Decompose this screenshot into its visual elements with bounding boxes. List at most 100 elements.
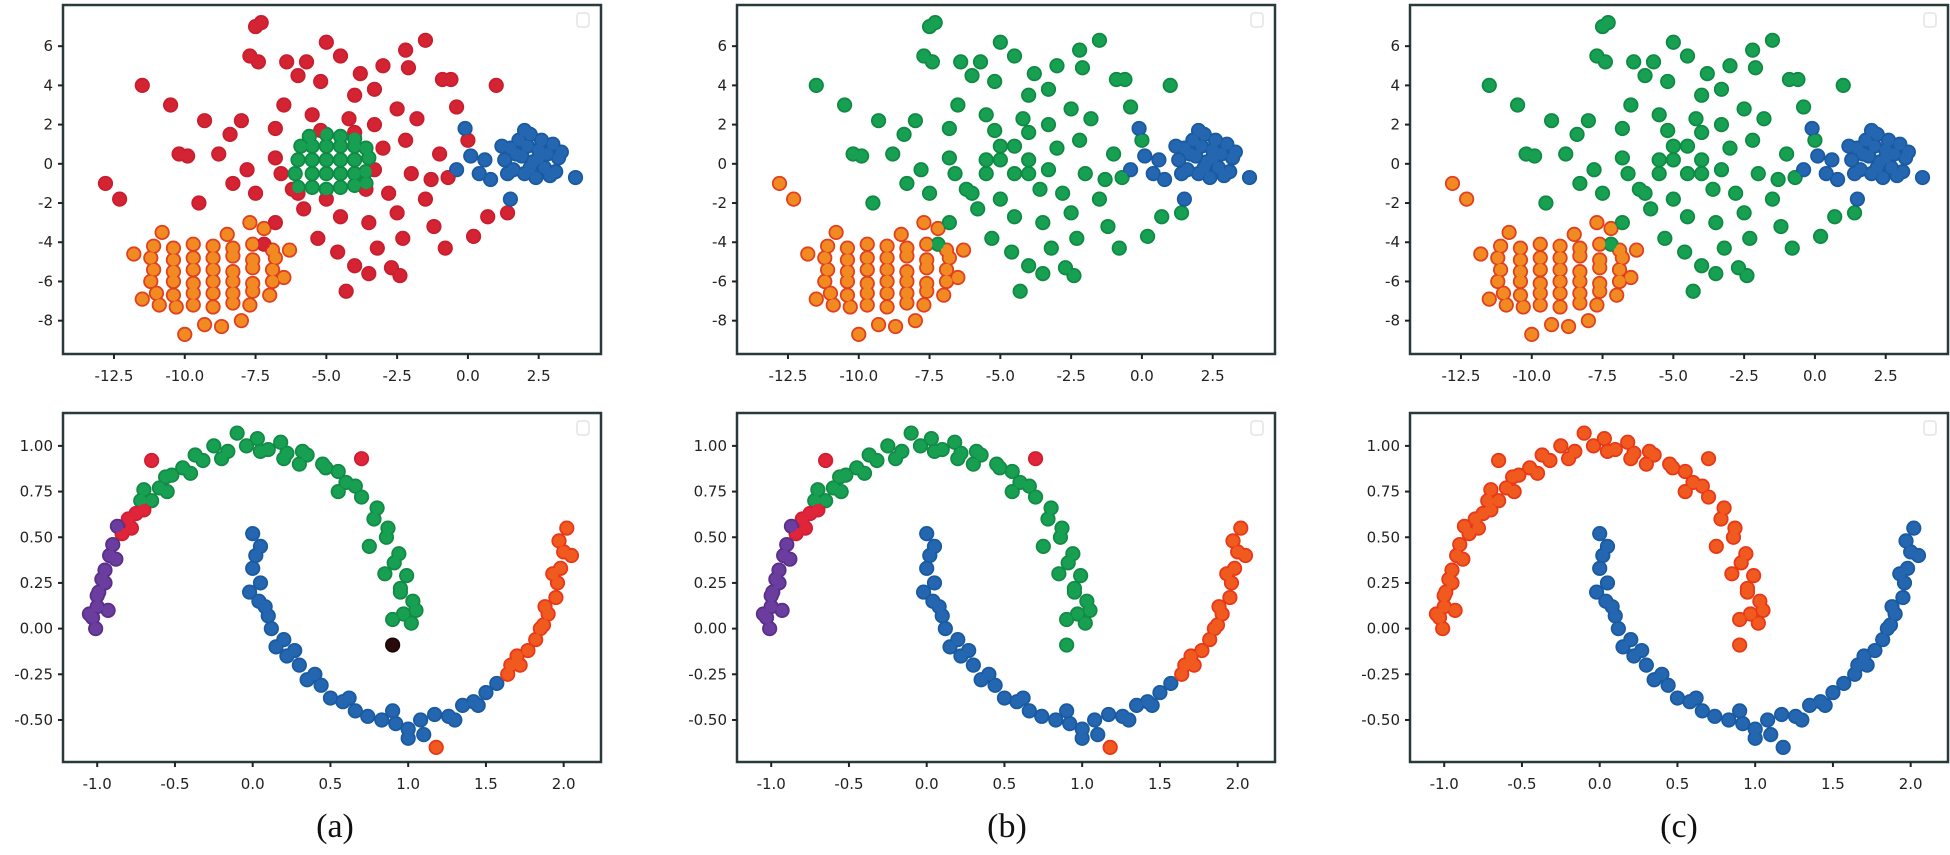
data-point (1045, 242, 1058, 254)
data-point (83, 608, 96, 620)
data-point (1088, 714, 1101, 726)
data-point (391, 207, 403, 219)
data-point (167, 289, 180, 301)
data-point (289, 167, 301, 180)
data-point (970, 445, 983, 458)
y-tick-label: -0.50 (14, 711, 53, 729)
data-point (810, 79, 823, 92)
data-point (833, 471, 846, 483)
data-point (1590, 586, 1603, 598)
data-point (1049, 714, 1062, 726)
data-point (382, 187, 395, 200)
data-point (331, 246, 344, 258)
data-point (1054, 531, 1067, 544)
data-point (928, 577, 941, 589)
data-point (1124, 163, 1137, 176)
data-point (275, 167, 287, 180)
data-point (207, 252, 219, 264)
data-point (391, 103, 403, 115)
data-point (1848, 668, 1861, 681)
data-point (1715, 163, 1728, 176)
data-point (773, 564, 785, 576)
data-point (1857, 148, 1869, 160)
data-point (763, 622, 776, 635)
data-point (808, 494, 821, 507)
data-point (1820, 167, 1833, 180)
data-point (343, 112, 355, 125)
data-point (1743, 232, 1756, 245)
data-point (867, 197, 879, 209)
data-point (889, 452, 902, 465)
data-point (1606, 600, 1618, 613)
data-point (952, 99, 964, 111)
data-point (901, 287, 913, 300)
data-point (1852, 659, 1864, 671)
data-point (1051, 59, 1063, 72)
data-point (1764, 728, 1777, 741)
data-point (1826, 154, 1838, 166)
data-point (1749, 732, 1761, 745)
data-point (397, 608, 410, 620)
data-point (1158, 173, 1171, 186)
data-point (1023, 480, 1036, 492)
data-point (1485, 504, 1497, 516)
data-point (1141, 230, 1154, 243)
data-point (1726, 567, 1738, 580)
data-point (1593, 562, 1606, 575)
data-point (1792, 73, 1804, 86)
data-point (1554, 263, 1566, 276)
data-point (1602, 16, 1615, 29)
data-point (368, 513, 380, 525)
data-point (1881, 622, 1894, 635)
data-point (490, 79, 503, 92)
data-point (1710, 216, 1722, 229)
data-point (380, 531, 393, 544)
data-point (207, 287, 219, 300)
data-point (1783, 73, 1796, 86)
data-point (1752, 617, 1765, 629)
data-point (1534, 238, 1547, 251)
data-point (940, 275, 953, 288)
data-point (988, 124, 1001, 137)
data-point (1766, 34, 1779, 47)
x-tick-label: 2.0 (1226, 775, 1250, 793)
data-point (1457, 553, 1469, 565)
data-point (799, 522, 812, 534)
data-point (1116, 171, 1128, 184)
data-point (1014, 476, 1026, 489)
data-point (419, 34, 432, 47)
data-point (1747, 569, 1760, 582)
data-point (402, 732, 414, 745)
data-point (1708, 710, 1721, 723)
data-point (262, 610, 275, 622)
data-point (1633, 183, 1646, 196)
data-point (479, 154, 491, 166)
data-point (389, 717, 402, 730)
data-point (924, 549, 936, 562)
y-tick-label: 4 (1390, 76, 1400, 94)
data-point (1220, 567, 1233, 580)
data-point (332, 465, 345, 478)
data-point (881, 287, 893, 300)
data-point (974, 56, 987, 68)
data-point (841, 289, 854, 301)
data-point (269, 122, 282, 135)
data-point (553, 535, 565, 547)
x-tick-label: 0.0 (1588, 775, 1612, 793)
y-tick-label: 1.00 (1367, 437, 1400, 455)
data-point (1766, 193, 1779, 205)
x-tick-label: 0.5 (319, 775, 343, 793)
x-tick-label: 1.0 (1743, 775, 1767, 793)
data-point (838, 99, 851, 111)
data-point (1133, 122, 1145, 135)
data-point (1740, 547, 1752, 560)
data-point (263, 289, 276, 301)
data-point (349, 480, 362, 492)
data-point (127, 248, 140, 260)
data-point (819, 454, 832, 467)
x-tick-label: -10.0 (839, 367, 878, 385)
data-point (1084, 604, 1096, 617)
data-point (1843, 140, 1855, 152)
data-point (1196, 644, 1208, 657)
data-point (243, 586, 256, 598)
